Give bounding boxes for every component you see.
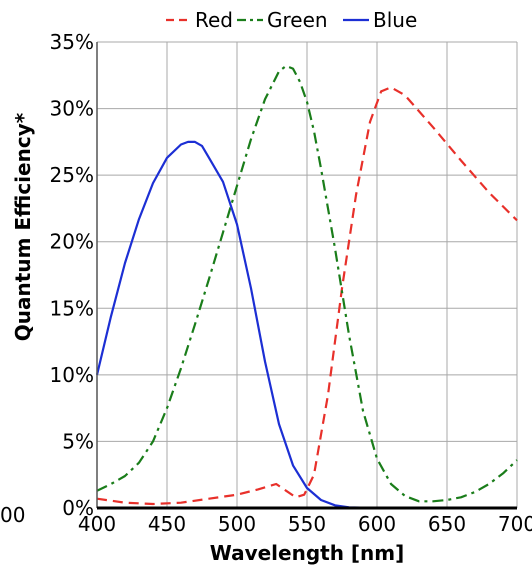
y-tick-label: 25% [50, 163, 94, 187]
x-tick-label: 550 [288, 512, 326, 536]
y-tick-label: 0% [62, 496, 94, 520]
series-line-green [96, 64, 518, 503]
series-line-blue [95, 140, 517, 510]
y-tick-label: 10% [50, 363, 94, 387]
legend: Red Green Blue [166, 8, 417, 32]
series-lines [95, 64, 518, 510]
x-tick-label: 450 [148, 512, 186, 536]
grid [96, 41, 518, 509]
legend-label-blue: Blue [373, 8, 417, 32]
x-tick-label: 500 [218, 512, 256, 536]
x-tick-labels: 400 450 500 550 600 650 700 [78, 512, 532, 536]
series-line-red [96, 86, 518, 506]
x-tick-label: 600 [358, 512, 396, 536]
legend-label-red: Red [195, 8, 233, 32]
x-tick-label: 400 [78, 512, 116, 536]
y-tick-label: 15% [50, 296, 94, 320]
y-tick-label: 35% [50, 30, 94, 54]
x-axis-label: Wavelength [nm] [210, 541, 405, 565]
y-tick-label: 5% [62, 429, 94, 453]
y-tick-label: 20% [50, 230, 94, 254]
y-axis-label: Quantum Efficiency* [11, 112, 35, 341]
x-tick-label: 650 [428, 512, 466, 536]
clipped-left-tick-label: 00 [0, 503, 25, 527]
x-tick-label: 700 [498, 512, 532, 536]
legend-label-green: Green [267, 8, 328, 32]
y-tick-label: 30% [50, 97, 94, 121]
y-tick-labels: 0% 5% 10% 15% 20% 25% 30% 35% [50, 30, 94, 520]
axes [96, 42, 517, 510]
